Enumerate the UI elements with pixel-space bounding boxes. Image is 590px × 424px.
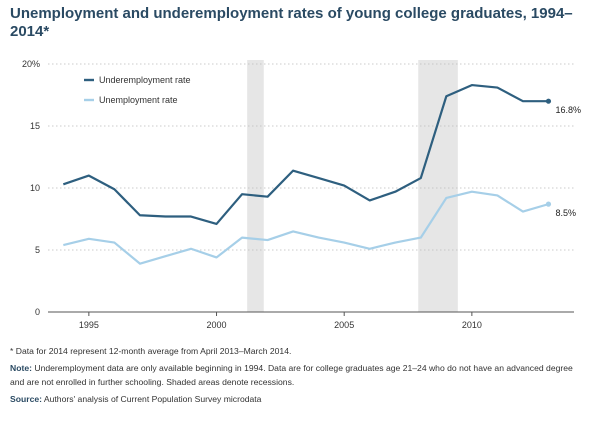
- legend: Underemployment rate Unemployment rate: [84, 75, 191, 105]
- unemployment-rate-end-label: 8.5%: [555, 208, 576, 218]
- y-tick-label: 5: [35, 245, 40, 255]
- recession-band-1: [418, 60, 458, 312]
- gridlines: [48, 63, 574, 251]
- x-tick-label: 2005: [334, 320, 354, 330]
- series: 8.5% 16.8%: [62, 83, 581, 265]
- legend-label-unemployment-rate: Unemployment rate: [99, 95, 178, 105]
- y-tick-label: 10: [30, 183, 40, 193]
- underemployment-rate-end-label: 16.8%: [555, 105, 581, 115]
- note: Note: Underemployment data are only avai…: [10, 361, 580, 389]
- source: Source: Authors' analysis of Current Pop…: [10, 392, 580, 406]
- chart-title: Unemployment and underemployment rates o…: [10, 5, 573, 40]
- recession-shading: [247, 60, 458, 312]
- line-chart: 0 5 10 15 20% 1995 2000 2005 2010 8.5% 16.8% Unde…: [22, 59, 581, 330]
- source-label: Source:: [10, 394, 42, 404]
- footnote: * Data for 2014 represent 12-month avera…: [10, 346, 292, 356]
- underemployment-rate-end-point: [545, 98, 552, 104]
- recession-band-0: [247, 60, 264, 312]
- x-tick-label: 2010: [462, 320, 482, 330]
- note-label: Note:: [10, 363, 32, 373]
- unemployment-rate-end-point: [545, 201, 552, 207]
- y-tick-label: 15: [30, 121, 40, 131]
- y-tick-label: 0: [35, 307, 40, 317]
- note-text: Underemployment data are only available …: [10, 363, 573, 387]
- chart-notes: * Data for 2014 represent 12-month avera…: [10, 344, 580, 409]
- axes: 0 5 10 15 20% 1995 2000 2005 2010: [22, 59, 574, 330]
- x-tick-label: 1995: [79, 320, 99, 330]
- legend-label-underemployment-rate: Underemployment rate: [99, 75, 191, 85]
- y-tick-label: 20%: [22, 59, 40, 69]
- x-tick-label: 2000: [207, 320, 227, 330]
- underemployment-rate-line: [62, 83, 549, 226]
- unemployment-rate-line: [63, 190, 549, 265]
- source-text: Authors' analysis of Current Population …: [42, 394, 262, 404]
